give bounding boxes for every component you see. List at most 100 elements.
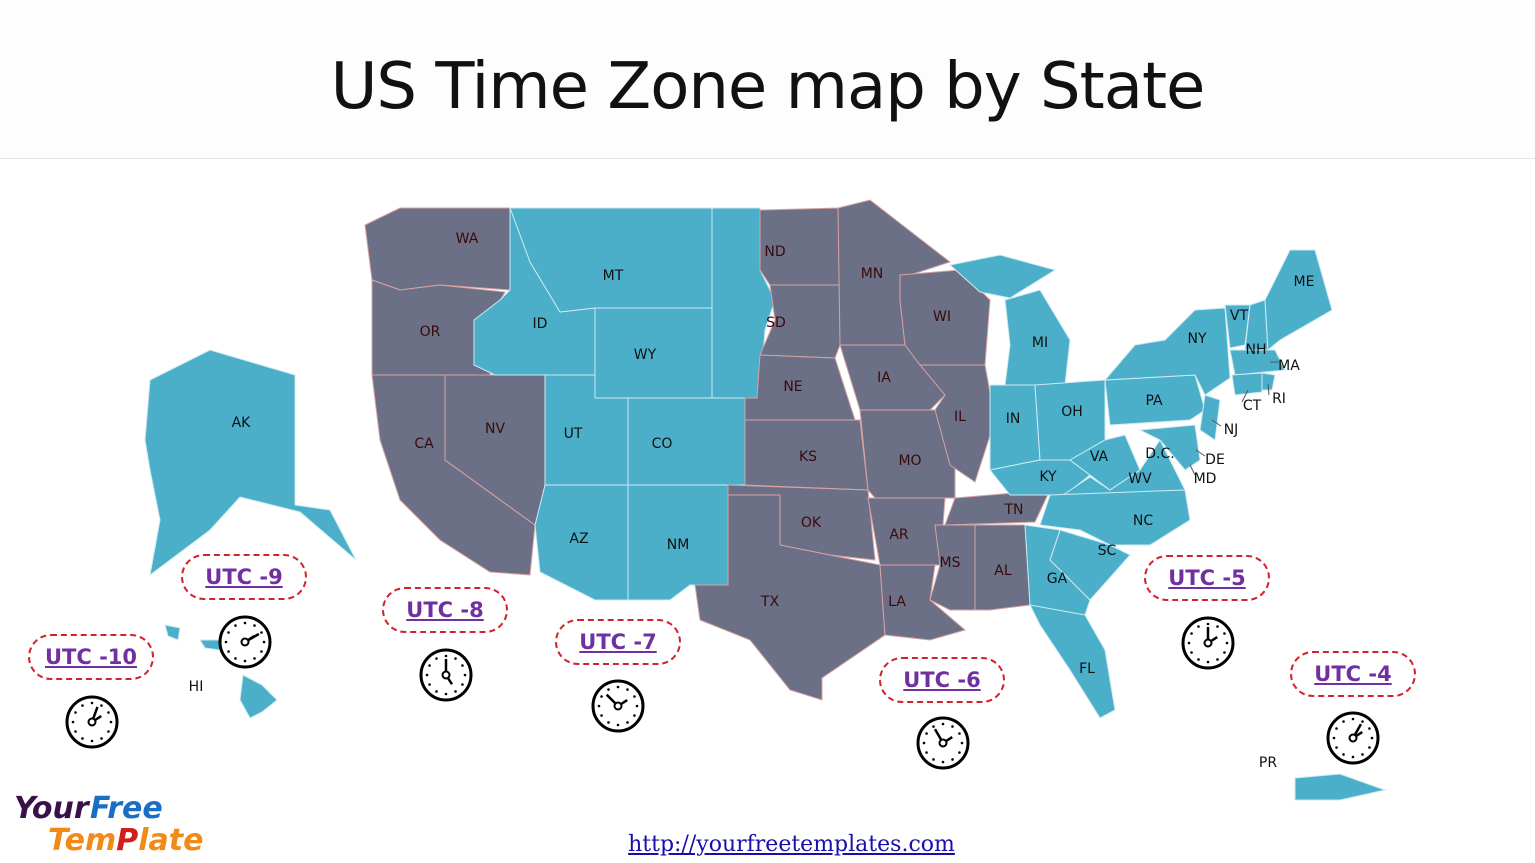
state-label-ky: KY: [1039, 469, 1057, 485]
state-label-az: AZ: [569, 531, 588, 547]
state-label-ak: AK: [232, 415, 252, 431]
state-label-nc: NC: [1133, 513, 1153, 529]
state-al[interactable]: [974, 524, 1031, 611]
state-ri[interactable]: [1261, 372, 1276, 391]
state-label-pr: PR: [1259, 755, 1277, 771]
utc-minus-6-label[interactable]: UTC -6: [879, 657, 1005, 703]
utc-minus-4-link[interactable]: UTC -4: [1314, 662, 1392, 686]
clock-icon: [419, 648, 473, 702]
clock-icon: [916, 716, 970, 770]
utc-minus-7-link[interactable]: UTC -7: [579, 630, 657, 654]
clock-icon: [1181, 616, 1235, 670]
utc-minus-7-label[interactable]: UTC -7: [555, 619, 681, 665]
state-vt[interactable]: [1224, 304, 1251, 349]
state-ma[interactable]: [1229, 349, 1286, 376]
state-me[interactable]: [1264, 249, 1333, 352]
state-label-ne: NE: [783, 379, 802, 395]
yourfreetemplates-logo: Your Free TemPlates: [14, 791, 204, 856]
utc-minus-5-link[interactable]: UTC -5: [1168, 566, 1246, 590]
state-co[interactable]: [627, 397, 746, 486]
state-label-sd: SD: [766, 315, 786, 331]
state-label-il: IL: [954, 409, 966, 425]
state-label-al: AL: [994, 563, 1012, 579]
state-label-wy: WY: [634, 347, 657, 363]
state-label-ma: MA: [1278, 358, 1300, 374]
clock-icon: [65, 695, 119, 749]
svg-text:Free: Free: [90, 791, 163, 826]
utc-minus-10-link[interactable]: UTC -10: [44, 645, 138, 669]
state-label-wi: WI: [933, 309, 951, 325]
state-wa[interactable]: [364, 207, 511, 291]
leader-line: [1241, 389, 1249, 403]
state-hi-1[interactable]: [164, 624, 181, 641]
state-label-ok: OK: [801, 515, 822, 531]
state-hi[interactable]: [239, 674, 278, 719]
state-ct[interactable]: [1231, 372, 1263, 396]
state-label-or: OR: [420, 324, 441, 340]
utc-minus-4-label[interactable]: UTC -4: [1290, 651, 1416, 697]
state-label-ms: MS: [940, 555, 961, 571]
clock-icon: [1326, 711, 1380, 765]
utc-minus-8-label[interactable]: UTC -8: [382, 587, 508, 633]
leader-line: [1211, 419, 1222, 427]
utc-minus-10-label[interactable]: UTC -10: [28, 634, 154, 680]
utc-minus-8-link[interactable]: UTC -8: [406, 598, 484, 622]
state-label-id: ID: [533, 316, 548, 332]
state-label-wv: WV: [1128, 471, 1152, 487]
utc-minus-6-link[interactable]: UTC -6: [903, 668, 981, 692]
state-tx[interactable]: [694, 494, 886, 701]
state-label-la: LA: [888, 594, 906, 610]
state-label-nh: NH: [1246, 342, 1267, 358]
utc-minus-9-link[interactable]: UTC -9: [205, 565, 283, 589]
state-label-ga: GA: [1047, 571, 1068, 587]
state-nj[interactable]: [1199, 394, 1221, 441]
state-ak[interactable]: [144, 349, 357, 577]
state-label-pa: PA: [1145, 393, 1163, 409]
leader-line: [1189, 464, 1196, 476]
state-label-mn: MN: [861, 266, 884, 282]
state-label-tn: TN: [1003, 502, 1023, 518]
header: US Time Zone map by State: [0, 0, 1535, 159]
state-label-sc: SC: [1098, 543, 1117, 559]
state-pr[interactable]: [1294, 773, 1387, 801]
state-label-ct: CT: [1243, 398, 1262, 414]
utc-minus-9-label[interactable]: UTC -9: [181, 554, 307, 600]
state-label-ri: RI: [1272, 391, 1286, 407]
state-label-ca: CA: [414, 436, 434, 452]
state-label-fl: FL: [1079, 661, 1095, 677]
state-label-dc: D.C.: [1145, 446, 1174, 462]
state-label-wa: WA: [456, 231, 479, 247]
state-label-de: DE: [1205, 452, 1225, 468]
state-label-vt: VT: [1230, 308, 1249, 324]
state-nc[interactable]: [1039, 489, 1191, 546]
svg-text:Your: Your: [14, 791, 91, 826]
state-label-in: IN: [1006, 411, 1021, 427]
state-mi-up[interactable]: [948, 254, 1057, 299]
state-label-tx: TX: [760, 594, 780, 610]
state-il[interactable]: [918, 364, 996, 483]
clock-icon: [218, 615, 272, 669]
page-title: US Time Zone map by State: [330, 50, 1206, 124]
state-label-ia: IA: [877, 370, 891, 386]
utc-minus-5-label[interactable]: UTC -5: [1144, 555, 1270, 601]
state-label-mt: MT: [603, 268, 624, 284]
state-label-va: VA: [1090, 449, 1109, 465]
leader-line: [1195, 449, 1206, 457]
state-fl[interactable]: [1029, 604, 1116, 719]
state-in[interactable]: [989, 384, 1041, 471]
state-label-nj: NJ: [1224, 422, 1239, 438]
state-label-nm: NM: [667, 537, 690, 553]
state-label-nv: NV: [485, 421, 505, 437]
website-link[interactable]: http://yourfreetemplates.com: [628, 832, 955, 857]
state-label-ny: NY: [1187, 331, 1206, 347]
state-label-mi: MI: [1032, 335, 1048, 351]
leader-line: [1267, 383, 1270, 396]
state-md[interactable]: [1138, 424, 1201, 471]
state-label-ut: UT: [564, 426, 583, 442]
state-label-md: MD: [1194, 471, 1217, 487]
state-la[interactable]: [879, 564, 967, 641]
svg-text:TemPlates: TemPlates: [48, 823, 204, 856]
state-label-hi: HI: [189, 679, 204, 695]
state-label-mo: MO: [898, 453, 921, 469]
